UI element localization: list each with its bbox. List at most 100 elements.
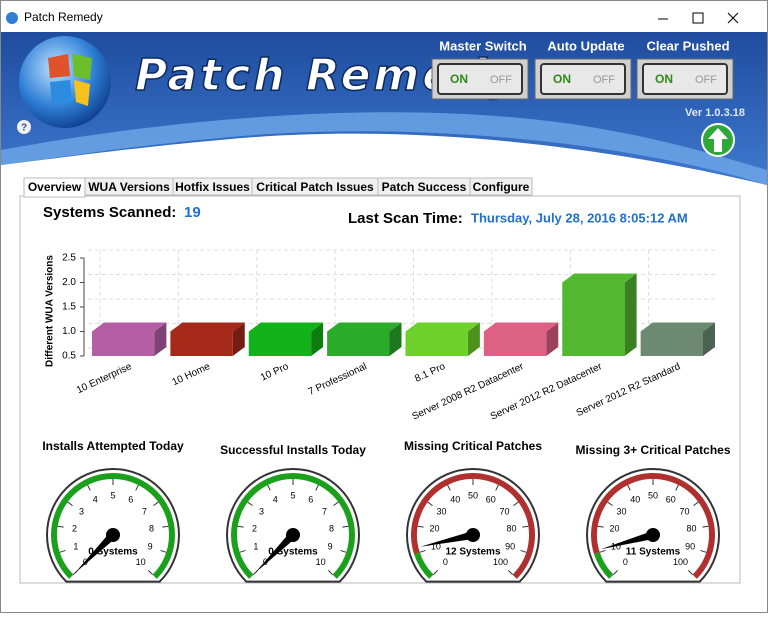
gauge-tick [57,525,64,528]
gauge-tick [162,525,169,528]
bar [170,322,245,356]
gauge-tick [67,501,73,507]
gauge-tick [613,570,618,575]
gauge-title: Missing 3+ Critical Patches [575,443,730,457]
switch-body[interactable] [642,63,728,95]
gauge-band [414,552,434,579]
bar-top [640,322,715,332]
gauge-tick [315,484,319,491]
gauge-tick-label: 7 [142,506,147,516]
bar-top [170,322,245,332]
gauge-tick-label: 4 [273,495,278,505]
gauge-value-label: 12 Systems [445,547,500,558]
gauge-tick-label: 70 [680,506,690,516]
update-arrow[interactable] [708,128,728,152]
bar [405,322,480,356]
window-title: Patch Remedy [24,10,103,24]
tab-label[interactable]: Configure [473,180,530,194]
gauge-tick-label: 10 [316,557,326,567]
bar-front [405,331,468,356]
gauge-tick [247,501,253,507]
gauge-tick-label: 0 [623,557,628,567]
gauge-tick-label: 30 [616,506,626,516]
gauge-tick-label: 50 [648,490,658,500]
gauge-tick-label: 7 [322,506,327,516]
bar-side [624,273,637,356]
maximize-button[interactable] [692,12,704,24]
gauge-needle [74,532,116,574]
systems-scanned: 19 [184,204,201,221]
tab-label[interactable]: Overview [28,180,82,194]
bar-top [92,322,167,332]
y-tick-label: 0.5 [62,351,76,362]
gauge-tick-label: 20 [429,523,439,533]
gauge-tick-label: 3 [259,506,264,516]
switch-on[interactable]: ON [655,72,673,86]
gauge-face [406,468,540,583]
gauge-tick-label: 50 [468,490,478,500]
bar-side [467,322,480,356]
help-button[interactable] [17,120,31,134]
version: Ver 1.0.3.18 [685,107,745,119]
gauge-tick [693,501,699,507]
gauge-tick [522,525,529,528]
bar [640,322,715,356]
gauge-tick [59,549,66,553]
gauge-tick [237,525,244,528]
gauge-tick-label: 40 [630,495,640,505]
bar-side [311,322,324,356]
bar-front [248,331,312,356]
switch-body[interactable] [437,63,523,95]
tab-label[interactable]: Hotfix Issues [175,180,250,194]
gauge-tick [599,549,606,553]
bar [248,322,324,356]
gauge-tick [702,525,709,528]
gauge-tick [417,525,424,528]
bar [327,322,402,356]
tab-label[interactable]: Critical Patch Issues [256,180,374,194]
bar-front [170,331,233,356]
app-icon [6,12,18,24]
bar-side [546,322,559,356]
close-button[interactable] [727,12,739,24]
gauge-tick-label: 5 [110,490,115,500]
switch-off[interactable]: OFF [695,74,717,86]
gauge-band [591,473,715,579]
gauge-tick [427,501,433,507]
switch-body[interactable] [540,63,626,95]
gauge-title: Successful Installs Today [220,443,366,457]
gauge-tick-label: 30 [436,506,446,516]
gauge-value-label: 0 Systems [88,547,138,558]
switch-off[interactable]: OFF [593,74,615,86]
tab[interactable] [469,177,533,196]
help-text[interactable]: ? [21,123,27,134]
gauge-tick-label: 20 [609,523,619,533]
gauge-band [231,473,355,579]
gauge-tick [607,501,613,507]
tab-label[interactable]: WUA Versions [88,180,170,194]
gauge-tick [333,501,339,507]
gauge-tick-label: 1 [253,541,258,551]
gauge-tick [433,570,438,575]
bar-side [703,322,715,356]
gauge-hub [466,528,480,542]
tab-label[interactable]: Patch Success [382,180,467,194]
bar-front [640,331,703,356]
switch-label: Auto Update [547,38,624,53]
gauge-hub [286,528,300,542]
gauge-tick-label: 100 [673,557,688,567]
gauge-tick-label: 90 [505,541,515,551]
gauge-tick [148,570,153,575]
gauge-tick-label: 10 [611,541,621,551]
switch-off[interactable]: OFF [490,74,512,86]
gauge-tick-label: 2 [72,523,77,533]
gauge-tick [508,570,513,575]
gauge-face [586,468,720,583]
switch-on[interactable]: ON [553,72,571,86]
bar-top [562,273,637,283]
gauge-tick [267,484,271,491]
y-tick-label: 1.0 [62,326,76,337]
switch-on[interactable]: ON [450,72,468,86]
bar-front [92,331,155,356]
